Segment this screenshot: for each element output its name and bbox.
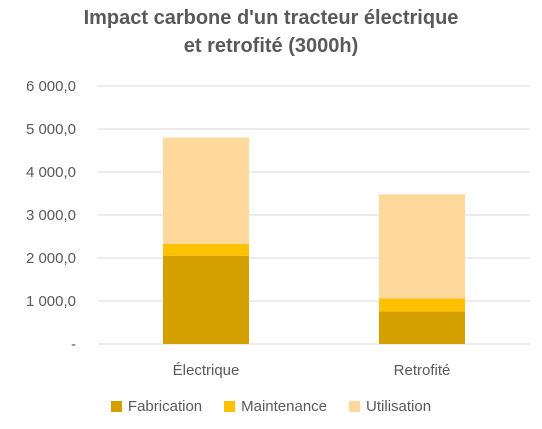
chart-title: Impact carbone d'un tracteur électrique … <box>0 4 542 60</box>
legend-item-fabrication: Fabrication <box>110 398 203 415</box>
legend-label-utilisation: Utilisation <box>366 398 432 415</box>
y-tick-label-6: 6 000,0 <box>26 78 76 95</box>
gridlines <box>98 85 530 345</box>
y-tick-label-4: 4 000,0 <box>26 164 76 181</box>
y-tick-label-5: 5 000,0 <box>26 121 76 138</box>
x-tick-label-1: Retrofité <box>394 362 451 379</box>
legend-label-fabrication: Fabrication <box>127 398 203 415</box>
y-tick-label-1: 1 000,0 <box>26 293 76 310</box>
y-axis-ticks: - 1 000,0 2 000,0 3 000,0 4 000,0 5 000,0 6 00… <box>26 78 76 353</box>
y-tick-label-3: 3 000,0 <box>26 207 76 224</box>
legend-swatch-utilisation <box>349 401 361 412</box>
bar-utilisation-0 <box>163 137 249 244</box>
x-tick-label-0: Électrique <box>173 362 240 379</box>
legend-swatch-maintenance <box>224 401 236 412</box>
chart-title-line-2: et retrofité (3000h) <box>183 35 359 57</box>
bar-fabrication-1 <box>379 311 465 344</box>
y-tick-label-0: - <box>71 336 76 353</box>
chart-title-line-1: Impact carbone d'un tracteur électrique <box>83 7 459 29</box>
bar-utilisation-1 <box>379 194 465 299</box>
bar-maintenance-1 <box>379 298 465 312</box>
legend-label-maintenance: Maintenance <box>241 398 328 415</box>
bars <box>163 137 465 344</box>
chart-legend: Fabrication Maintenance Utilisation <box>0 398 542 415</box>
legend-swatch-fabrication <box>110 401 122 412</box>
legend-item-maintenance: Maintenance <box>224 398 327 415</box>
bar-fabrication-0 <box>163 255 249 344</box>
legend-item-utilisation: Utilisation <box>349 398 431 415</box>
y-tick-label-2: 2 000,0 <box>26 250 76 267</box>
bar-maintenance-0 <box>163 243 249 256</box>
x-axis-ticks: Électrique Retrofité <box>173 362 451 379</box>
